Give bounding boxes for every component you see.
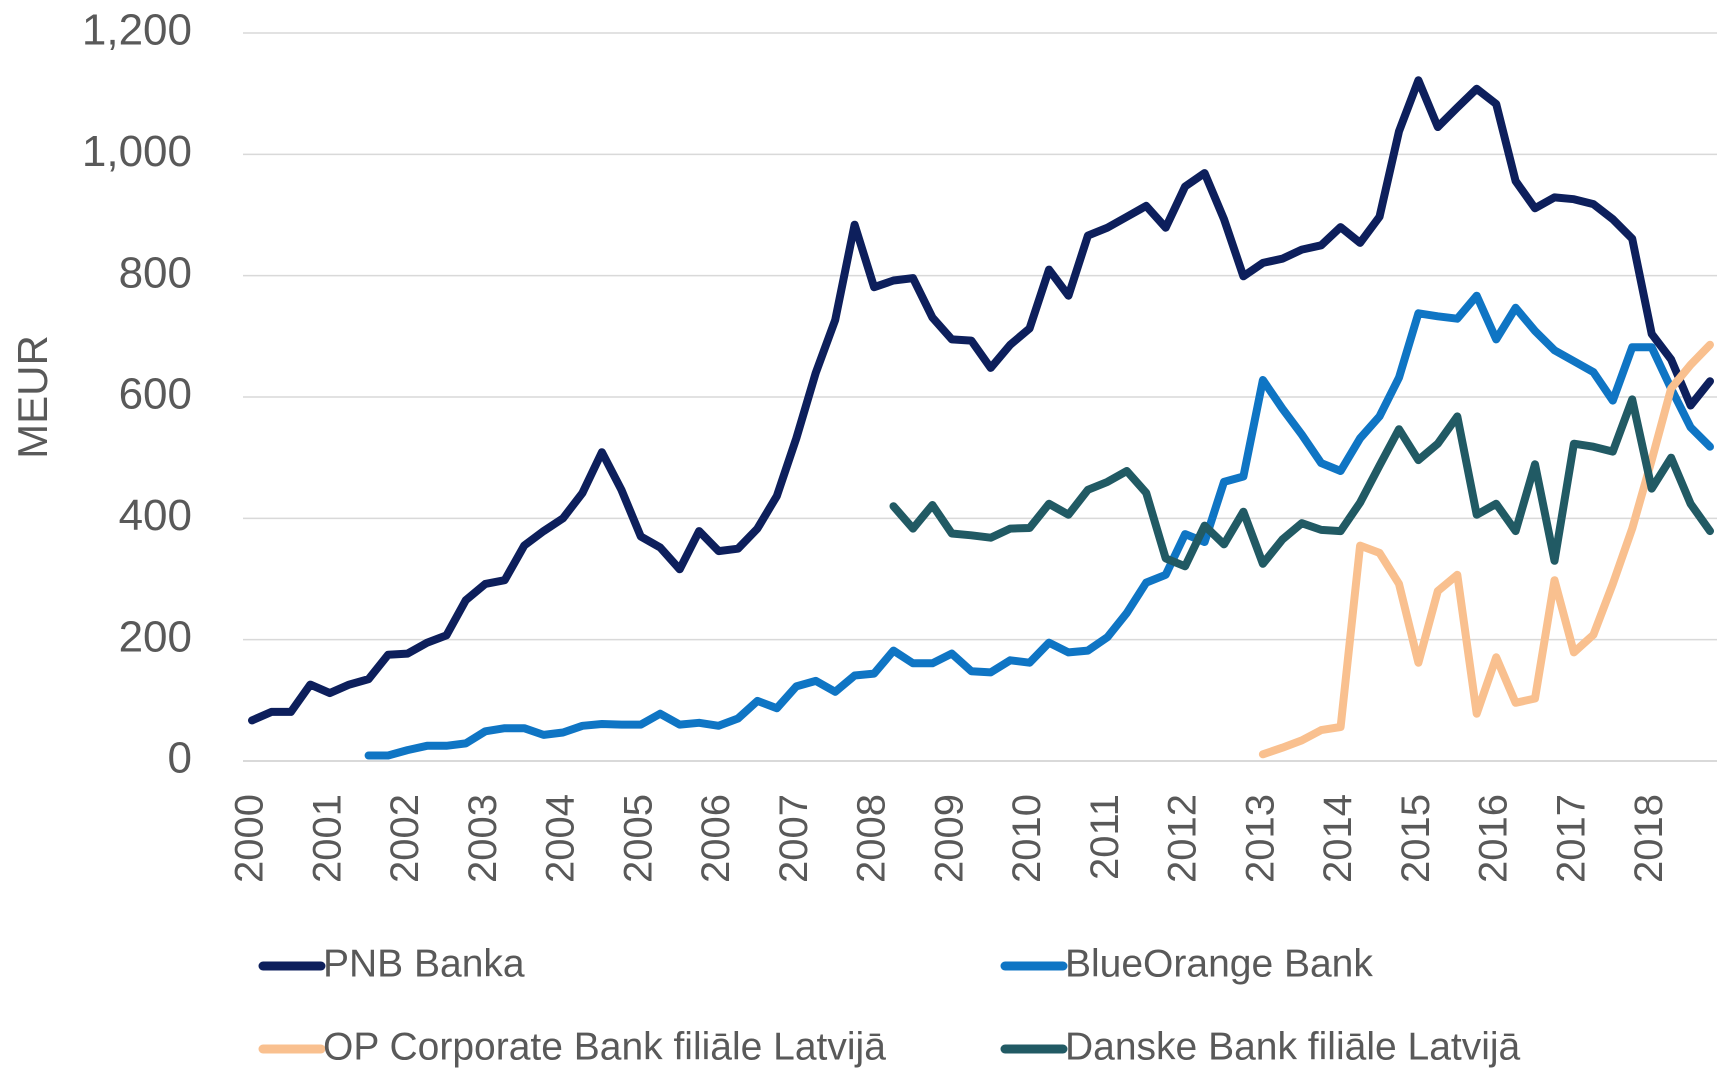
- x-tick-label: 2015: [1394, 794, 1438, 883]
- y-tick-label: 600: [119, 370, 192, 419]
- x-tick-label: 2016: [1472, 794, 1516, 883]
- x-tick-label: 2010: [1005, 794, 1049, 883]
- x-tick-label: 2008: [850, 794, 894, 883]
- y-tick-label: 0: [168, 734, 192, 783]
- x-tick-label: 2017: [1549, 794, 1593, 883]
- x-tick-label: 2013: [1238, 794, 1282, 883]
- series-line: [364, 291, 1714, 760]
- x-tick-label: 2001: [305, 794, 349, 883]
- legend-label: OP Corporate Bank filiāle Latvijā: [323, 1025, 886, 1068]
- y-axis-label: MEUR: [9, 335, 56, 459]
- x-tick-label: 2018: [1627, 794, 1671, 883]
- x-tick-label: 2014: [1316, 794, 1360, 883]
- x-tick-label: 2002: [383, 794, 427, 883]
- legend-label: BlueOrange Bank: [1065, 942, 1373, 985]
- series-line: [248, 76, 1714, 725]
- legend-label: Danske Bank filiāle Latvijā: [1065, 1025, 1521, 1068]
- y-tick-label: 200: [119, 612, 192, 661]
- x-tick-label: 2009: [927, 794, 971, 883]
- series-line: [889, 395, 1714, 571]
- legend-label: PNB Banka: [323, 942, 525, 985]
- y-tick-label: 1,200: [82, 6, 192, 55]
- x-tick-label: 2000: [228, 794, 272, 883]
- series-line: [1258, 340, 1714, 759]
- x-tick-label: 2007: [772, 794, 816, 883]
- y-tick-label: 800: [119, 248, 192, 297]
- y-tick-label: 1,000: [82, 127, 192, 176]
- x-tick-label: 2012: [1161, 794, 1205, 883]
- y-tick-label: 400: [119, 491, 192, 540]
- x-tick-label: 2004: [539, 794, 583, 883]
- x-tick-label: 2006: [694, 794, 738, 883]
- x-tick-label: 2011: [1083, 794, 1127, 880]
- x-tick-label: 2003: [461, 794, 505, 883]
- x-tick-label: 2005: [616, 794, 660, 883]
